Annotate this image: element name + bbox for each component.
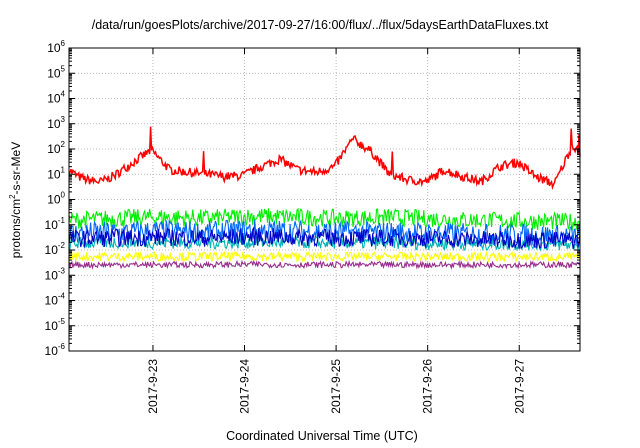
- y-tick-base: 10: [47, 92, 61, 106]
- y-tick-base: 10: [45, 268, 59, 282]
- y-tick-exponent: -3: [58, 266, 66, 275]
- y-tick-base: 10: [47, 66, 61, 80]
- y-tick-exponent: 6: [61, 39, 66, 48]
- y-tick-exponent: -2: [58, 241, 66, 250]
- y-tick-exponent: -6: [58, 342, 66, 351]
- x-axis-ticks: 2017-9-23 2017-9-24 2017-9-25 2017-9-26 2017…: [146, 48, 526, 414]
- y-tick-base: 10: [45, 243, 59, 257]
- y-tick-base: 10: [45, 344, 59, 358]
- y-tick-base: 10: [45, 294, 59, 308]
- y-tick-label: 10-5: [45, 317, 66, 333]
- y-tick-exponent: 1: [61, 165, 66, 174]
- y-tick-base: 10: [47, 142, 61, 156]
- y-tick-exponent: 0: [61, 191, 66, 200]
- y-tick-exponent: -5: [58, 317, 66, 326]
- x-tick-label: 2017-9-25: [329, 359, 343, 414]
- y-tick-label: 10-1: [45, 216, 66, 232]
- x-tick-label: 2017-9-23: [146, 359, 160, 414]
- y-axis-label: protons/cm2-s-sr-MeV: [8, 142, 23, 258]
- y-tick-base: 10: [47, 117, 61, 131]
- y-tick-base: 10: [47, 167, 61, 181]
- y-tick-label: 10-3: [45, 266, 66, 282]
- y-axis-ticks: 10610510410310210110010-110-210-310-410-…: [45, 39, 580, 358]
- y-tick-label: 105: [47, 64, 65, 80]
- y-tick-base: 10: [45, 319, 59, 333]
- y-tick-base: 10: [47, 193, 61, 207]
- x-tick-label: 2017-9-26: [421, 359, 435, 414]
- series-layer: [68, 126, 581, 270]
- series-line-1: [68, 126, 581, 191]
- x-tick-label: 2017-9-24: [238, 359, 252, 414]
- y-tick-label: 101: [47, 165, 65, 181]
- y-tick-base: 10: [47, 41, 61, 55]
- y-tick-exponent: -1: [58, 216, 66, 225]
- series-line-5: [68, 226, 581, 249]
- series-line-2: [68, 207, 581, 231]
- y-tick-label: 103: [47, 115, 65, 131]
- y-tick-exponent: 3: [61, 115, 66, 124]
- y-tick-label: 10-4: [45, 292, 66, 308]
- series-line-7: [68, 259, 581, 270]
- y-tick-exponent: 4: [61, 90, 66, 99]
- grid-lines: [69, 48, 580, 351]
- y-tick-label: 10-2: [45, 241, 66, 257]
- y-tick-label: 102: [47, 140, 65, 156]
- y-tick-label: 104: [47, 90, 65, 106]
- y-tick-label: 10-6: [45, 342, 66, 358]
- y-tick-label: 100: [47, 191, 65, 207]
- y-tick-label: 106: [47, 39, 65, 55]
- y-tick-base: 10: [45, 218, 59, 232]
- y-tick-exponent: 5: [61, 64, 66, 73]
- x-axis-label: Coordinated Universal Time (UTC): [226, 429, 418, 443]
- x-tick-label: 2017-9-27: [512, 359, 526, 414]
- series-line-6: [68, 250, 581, 264]
- y-tick-exponent: -4: [58, 292, 66, 301]
- chart-title: /data/run/goesPlots/archive/2017-09-27/1…: [91, 18, 549, 32]
- y-tick-exponent: 2: [61, 140, 66, 149]
